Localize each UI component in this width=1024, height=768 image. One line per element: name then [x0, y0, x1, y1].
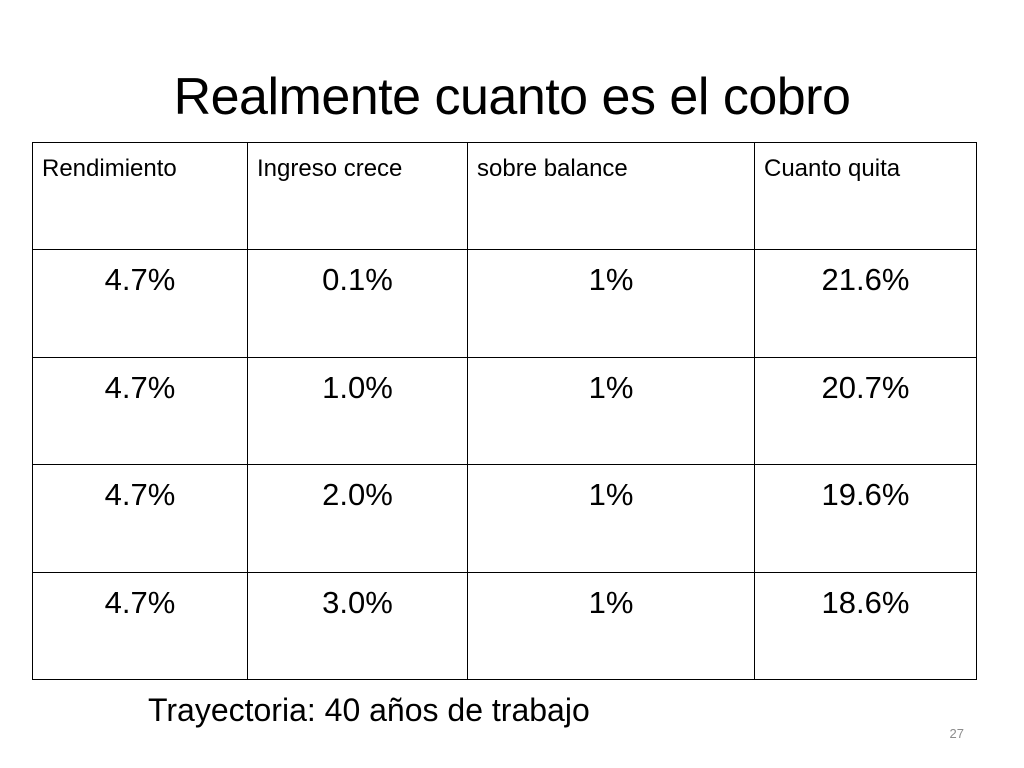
slide-title: Realmente cuanto es el cobro — [173, 68, 851, 126]
header-sobre-balance: sobre balance — [467, 142, 755, 250]
cell-rendimiento: 4.7% — [32, 356, 248, 465]
cell-sobre-balance: 1% — [467, 464, 755, 573]
header-rendimiento: Rendimiento — [32, 142, 248, 250]
cell-cuanto-quita: 21.6% — [754, 249, 977, 358]
cell-ingreso-crece: 0.1% — [247, 249, 468, 358]
cell-rendimiento: 4.7% — [32, 464, 248, 573]
cell-cuanto-quita: 20.7% — [754, 356, 977, 465]
cell-cuanto-quita: 18.6% — [754, 571, 977, 680]
cell-sobre-balance: 1% — [467, 249, 755, 358]
table-header-row: Rendimiento Ingreso crece sobre balance … — [32, 142, 977, 250]
cell-ingreso-crece: 3.0% — [247, 571, 468, 680]
cell-ingreso-crece: 1.0% — [247, 356, 468, 465]
cell-sobre-balance: 1% — [467, 356, 755, 465]
table-row: 4.7% 1.0% 1% 20.7% — [32, 356, 977, 465]
footnote: Trayectoria: 40 años de trabajo — [148, 692, 590, 728]
data-table: Rendimiento Ingreso crece sobre balance … — [32, 142, 977, 680]
cell-ingreso-crece: 2.0% — [247, 464, 468, 573]
header-ingreso-crece: Ingreso crece — [247, 142, 468, 250]
table-row: 4.7% 2.0% 1% 19.6% — [32, 464, 977, 573]
table-row: 4.7% 3.0% 1% 18.6% — [32, 571, 977, 680]
cell-sobre-balance: 1% — [467, 571, 755, 680]
cell-cuanto-quita: 19.6% — [754, 464, 977, 573]
cell-rendimiento: 4.7% — [32, 571, 248, 680]
slide-number: 27 — [949, 726, 964, 741]
header-cuanto-quita: Cuanto quita — [754, 142, 977, 250]
table-row: 4.7% 0.1% 1% 21.6% — [32, 249, 977, 358]
cell-rendimiento: 4.7% — [32, 249, 248, 358]
